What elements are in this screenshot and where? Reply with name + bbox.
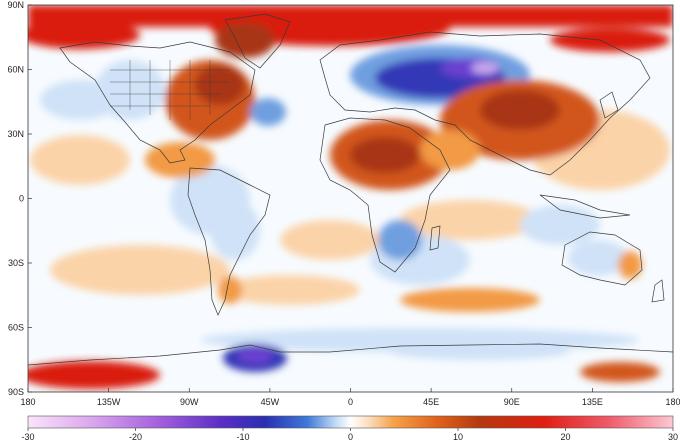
east-antarctica-warm bbox=[580, 362, 660, 382]
lat-tick-label: 60S bbox=[8, 323, 24, 333]
southern-ocean-warm bbox=[220, 275, 360, 305]
colorbar-tick-label: 10 bbox=[453, 432, 463, 442]
latitude-axis: 90N 60N 30N 0 30S 60S 90S bbox=[7, 0, 32, 397]
lat-tick-label: 30N bbox=[7, 129, 24, 139]
west-antarctica-warm bbox=[28, 361, 160, 389]
longitude-axis: 180 135W 90W 45W 0 45E 90E 135E 180 bbox=[20, 388, 680, 407]
lon-tick-label: 90E bbox=[504, 397, 520, 407]
maritime-cool bbox=[520, 205, 600, 245]
colorbar-tick-label: 20 bbox=[560, 432, 570, 442]
greenland-warm bbox=[215, 22, 275, 58]
southern-africa-cool bbox=[378, 220, 422, 260]
lon-tick-label: 45W bbox=[261, 397, 280, 407]
colorbar-tick-label: 30 bbox=[668, 432, 678, 442]
lat-tick-label: 30S bbox=[8, 258, 24, 268]
new-zealand-coast bbox=[651, 279, 665, 303]
patagonia-warm bbox=[218, 276, 242, 304]
sahara-warm-core bbox=[350, 137, 420, 173]
siberia-cold-peak bbox=[471, 62, 499, 74]
lon-tick-label: 135W bbox=[97, 397, 121, 407]
antarctica-coast bbox=[28, 343, 673, 366]
south-indian-warm bbox=[400, 288, 540, 312]
colorbar: -30 -20 -10 0 10 20 30 bbox=[21, 415, 678, 442]
north-america-coast bbox=[59, 41, 256, 164]
lat-tick-label: 0 bbox=[19, 194, 24, 204]
eurasia-coast bbox=[319, 31, 651, 176]
madagascar-coast bbox=[429, 225, 441, 251]
south-america-coast bbox=[187, 167, 271, 316]
lat-tick-label: 90S bbox=[8, 387, 24, 397]
indian-ocean-warm bbox=[400, 200, 540, 240]
weddell-cold-core bbox=[237, 348, 273, 364]
colorbar-tick-label: -20 bbox=[129, 432, 142, 442]
hudson-bay-warm bbox=[195, 65, 245, 105]
south-pacific-warm bbox=[50, 245, 230, 295]
coastlines bbox=[28, 13, 673, 366]
colorbar-tick-label: -30 bbox=[21, 432, 34, 442]
lon-tick-label: 0 bbox=[348, 397, 353, 407]
caribbean-warm bbox=[145, 142, 215, 178]
australia-coast bbox=[561, 231, 643, 286]
lat-tick-label: 90N bbox=[7, 0, 24, 10]
lon-tick-label: 90W bbox=[180, 397, 199, 407]
arctic-warm-west bbox=[28, 21, 140, 49]
lon-tick-label: 180 bbox=[20, 397, 35, 407]
north-america-admin-borders bbox=[110, 60, 230, 120]
anomaly-field bbox=[28, 5, 673, 392]
australia-cool bbox=[568, 240, 628, 276]
lon-tick-label: 45E bbox=[423, 397, 439, 407]
greenland-coast bbox=[224, 13, 291, 69]
arabia-warm bbox=[420, 130, 480, 170]
south-america-cool bbox=[210, 200, 260, 260]
arctic-warm-east bbox=[550, 28, 670, 52]
indonesia-coast bbox=[539, 194, 631, 219]
north-atlantic-cool bbox=[250, 98, 286, 126]
lat-tick-label: 60N bbox=[7, 65, 24, 75]
east-antarctica-cool bbox=[390, 344, 570, 360]
africa-coast bbox=[319, 117, 451, 273]
central-pacific-warm bbox=[30, 135, 130, 185]
lon-tick-label: 180 bbox=[665, 397, 680, 407]
east-australia-warm bbox=[618, 251, 642, 279]
japan-coast bbox=[599, 91, 619, 119]
colorbar-tick-label: 0 bbox=[348, 432, 353, 442]
colorbar-ticks: -30 -20 -10 0 10 20 30 bbox=[21, 428, 678, 442]
anomaly-blobs bbox=[28, 5, 673, 389]
lon-tick-label: 135E bbox=[582, 397, 603, 407]
central-asia-warm-core bbox=[480, 90, 560, 130]
south-atlantic-warm bbox=[280, 220, 380, 260]
colorbar-tick-label: -10 bbox=[236, 432, 249, 442]
colorbar-strip bbox=[27, 415, 674, 429]
